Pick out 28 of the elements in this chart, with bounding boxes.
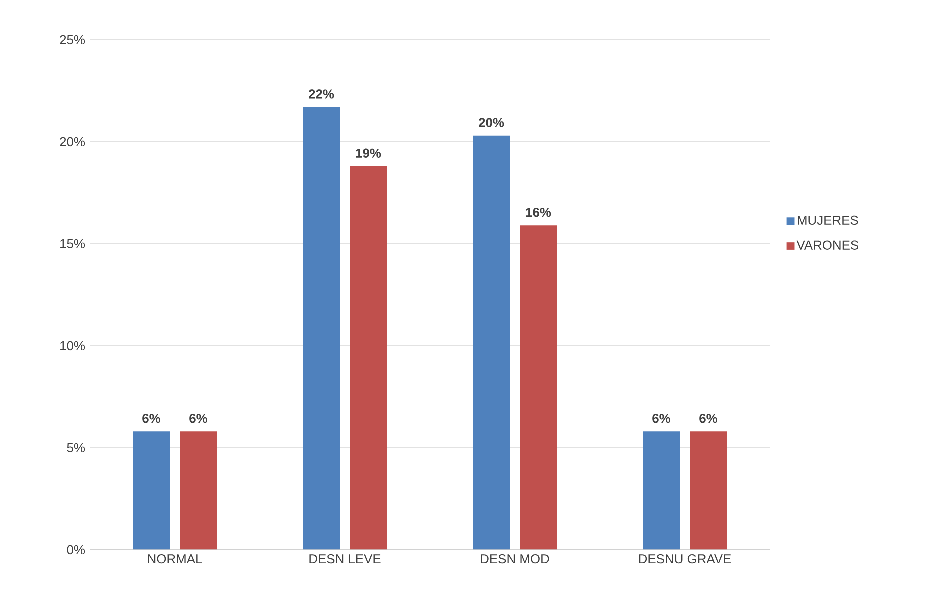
data-label: 16% [526,208,552,218]
y-tick-label: 5% [67,443,86,453]
y-tick-label: 10% [60,341,86,351]
data-label: 6% [142,414,161,424]
bar [520,226,558,550]
bar [133,432,170,550]
y-tick-label: 20% [60,137,86,147]
bar [303,107,340,550]
data-label: 6% [652,414,671,424]
legend-label: VARONES [796,240,859,250]
bar [350,166,388,550]
y-tick-label: 15% [60,239,86,249]
data-label: 6% [190,414,208,424]
data-label: 22% [308,90,334,99]
bar [643,432,680,550]
x-tick-label: DESNU GRAVE [639,554,732,564]
y-tick-label: 0% [67,545,86,555]
bar [473,136,510,550]
data-label: 19% [356,148,382,158]
data-label: 6% [700,414,718,424]
bar [690,432,728,550]
bar [180,432,217,550]
data-label: 20% [478,118,504,128]
x-tick-label: DESN LEVE [310,554,381,564]
legend-label: MUJERES [798,216,858,226]
x-tick-label: DESN MOD [481,554,550,564]
x-tick-label: NORMAL [148,554,202,564]
y-tick-label: 25% [60,35,86,45]
